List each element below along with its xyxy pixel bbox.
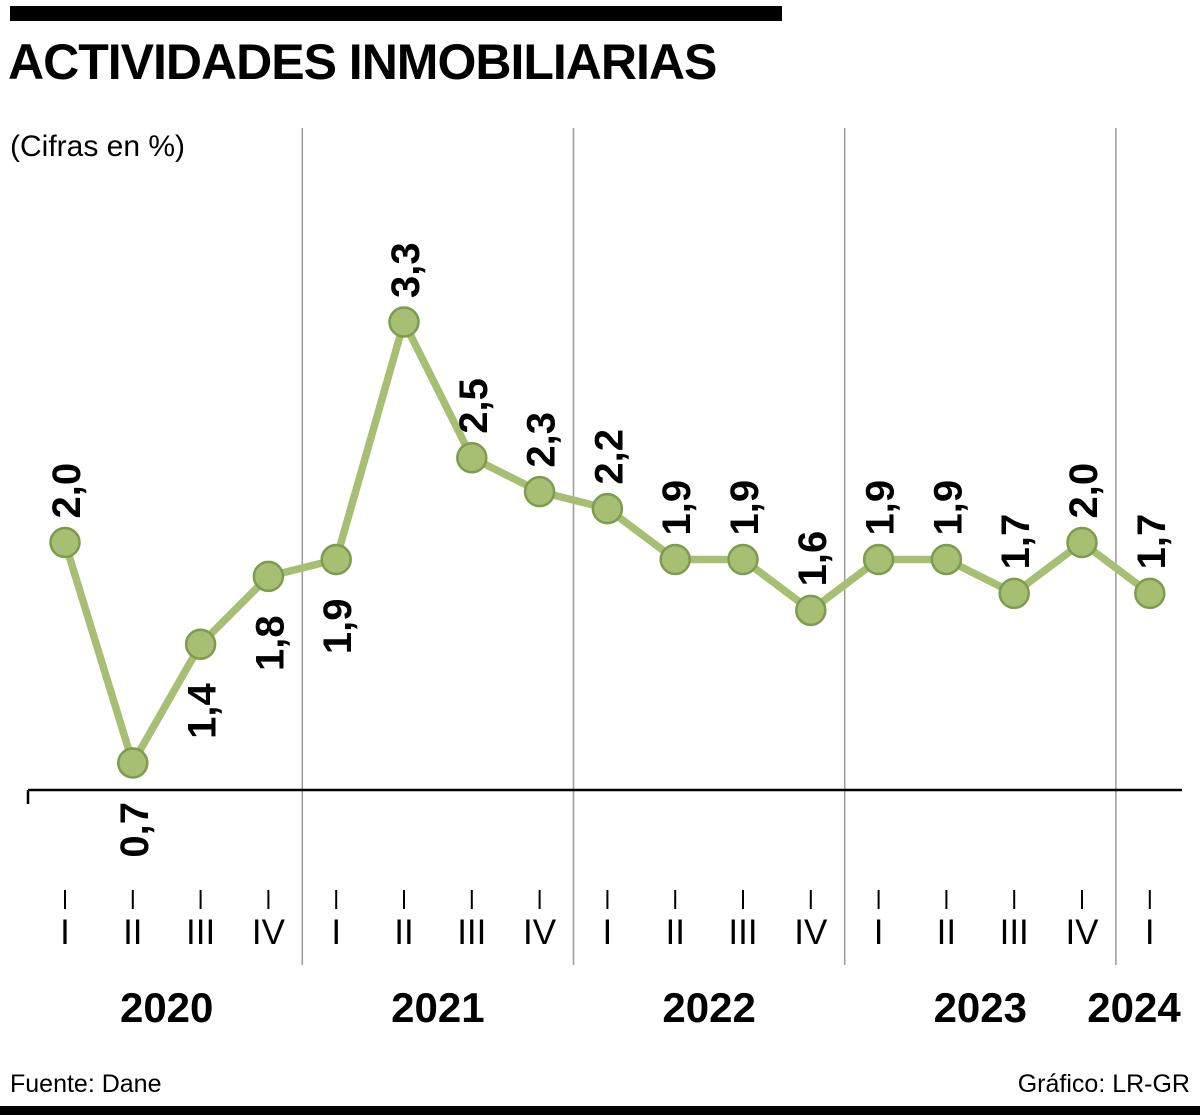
data-point-label: 2,2 <box>587 429 631 485</box>
data-point-label: 1,7 <box>994 514 1038 570</box>
data-point-label: 1,8 <box>248 615 292 671</box>
quarter-label: I <box>331 913 341 952</box>
data-point-marker <box>795 594 827 627</box>
data-point-label: 1,9 <box>926 480 970 536</box>
trend-line <box>61 318 1154 767</box>
data-point-marker <box>1134 577 1166 610</box>
data-point-label: 2,0 <box>1062 463 1106 519</box>
data-point-label: 3,3 <box>384 242 428 298</box>
data-point-marker <box>456 441 488 474</box>
chart-title: ACTIVIDADES INMOBILIARIAS <box>8 34 717 90</box>
data-point-marker <box>523 475 556 508</box>
quarter-label: IV <box>794 913 828 952</box>
quarter-label: IV <box>1065 913 1099 952</box>
quarter-label: IV <box>252 913 286 952</box>
year-label: 2023 <box>934 984 1027 1031</box>
quarter-label: I <box>603 913 613 952</box>
top-accent-bar <box>10 6 782 21</box>
source-label: Fuente: Dane <box>10 1070 162 1098</box>
data-point-label: 2,3 <box>520 412 564 468</box>
quarter-label: IV <box>523 913 557 952</box>
data-point-label: 0,7 <box>113 802 157 858</box>
data-point-marker <box>49 526 81 559</box>
data-point-marker <box>117 747 149 779</box>
quarter-label: II <box>123 913 142 952</box>
quarter-label: I <box>60 913 70 952</box>
data-point-marker <box>320 543 352 576</box>
data-point-label: 1,9 <box>859 480 903 536</box>
quarter-label: III <box>457 913 486 952</box>
data-point-marker <box>591 492 624 525</box>
quarter-label: II <box>937 913 956 952</box>
year-label: 2024 <box>1087 984 1181 1031</box>
data-point-marker <box>862 543 895 576</box>
data-point-marker <box>930 543 963 576</box>
quarter-label: III <box>186 913 215 952</box>
data-point-marker <box>252 560 285 593</box>
quarter-label: III <box>728 913 757 952</box>
year-label: 2022 <box>662 984 755 1031</box>
year-label: 2021 <box>391 984 484 1031</box>
data-point-label: 1,9 <box>655 480 699 536</box>
data-point-label: 1,6 <box>791 531 835 587</box>
data-point-label: 1,9 <box>723 480 767 536</box>
data-point-marker <box>184 628 217 661</box>
quarter-label: I <box>874 913 884 952</box>
data-point-marker <box>998 577 1030 610</box>
quarter-label: III <box>1000 913 1029 952</box>
quarter-label: II <box>394 913 413 952</box>
data-point-marker <box>388 306 420 338</box>
bottom-accent-bar <box>0 1106 1200 1115</box>
data-point-label: 1,4 <box>181 683 225 739</box>
chart-subtitle: (Cifras en %) <box>10 130 186 163</box>
data-point-marker <box>1066 526 1098 559</box>
data-point-label: 2,0 <box>45 463 89 519</box>
data-point-label: 2,5 <box>452 378 496 434</box>
year-label: 2020 <box>120 984 213 1031</box>
quarter-label: I <box>1145 913 1155 952</box>
data-point-label: 1,7 <box>1130 514 1174 570</box>
quarter-label: II <box>665 913 684 952</box>
credit-label: Gráfico: LR-GR <box>1017 1070 1190 1098</box>
data-point-label: 1,9 <box>316 598 360 654</box>
data-point-marker <box>659 543 691 576</box>
data-point-marker <box>727 543 759 576</box>
